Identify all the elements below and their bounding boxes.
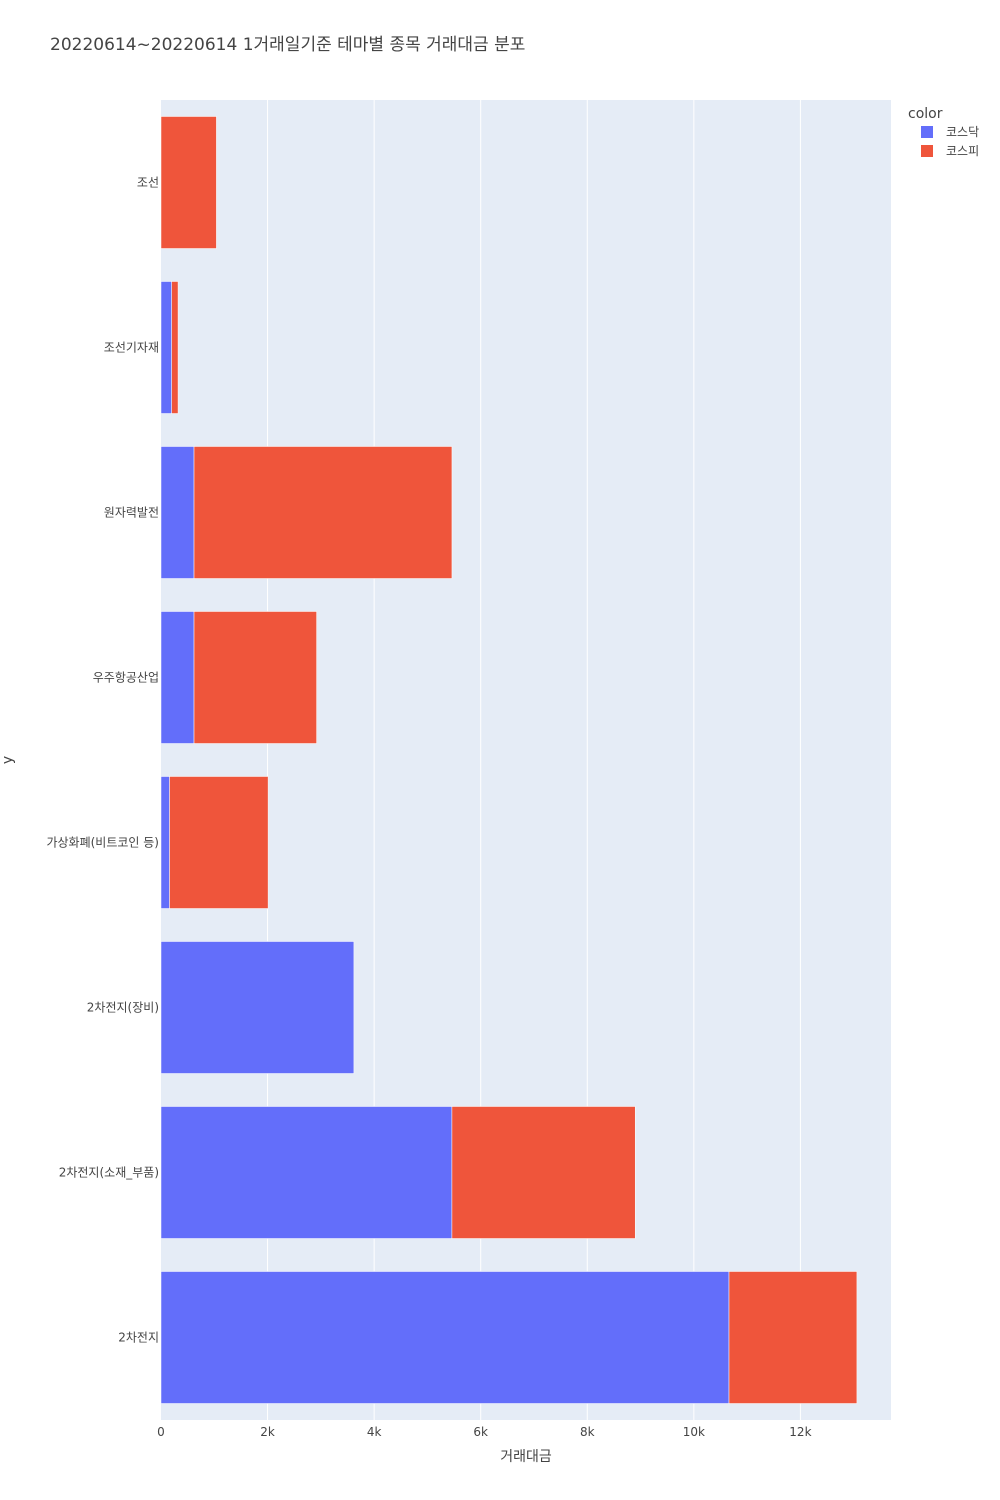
bar-segment xyxy=(160,446,195,579)
x-tick-label: 4k xyxy=(367,1425,382,1439)
legend-label: 코스피 xyxy=(946,144,979,158)
x-tick-label: 10k xyxy=(683,1425,705,1439)
bar-segment xyxy=(160,116,217,249)
chart-title: 20220614~20220614 1거래일기준 테마별 종목 거래대금 분포 xyxy=(50,35,525,55)
x-axis-title: 거래대금 xyxy=(500,1449,552,1465)
legend-swatch xyxy=(921,126,933,138)
bar-segment xyxy=(193,446,453,579)
bar-segment xyxy=(451,1106,636,1239)
y-tick-label: 조선 xyxy=(137,176,159,190)
bar-segment xyxy=(160,1271,730,1404)
y-tick-label: 원자력발전 xyxy=(104,506,159,520)
x-tick-label: 8k xyxy=(580,1425,595,1439)
y-tick-label: 가상화폐(비트코인 등) xyxy=(46,836,159,850)
bar-segment xyxy=(160,281,172,414)
y-axis-title: y xyxy=(0,756,16,764)
y-tick-label: 조선기자재 xyxy=(104,341,159,355)
y-tick-label: 우주항공산업 xyxy=(93,671,159,685)
legend-title: color xyxy=(908,106,943,122)
x-tick-label: 12k xyxy=(789,1425,811,1439)
legend-swatch xyxy=(921,145,933,157)
x-tick-label: 2k xyxy=(260,1425,275,1439)
bar-segment xyxy=(160,941,355,1074)
x-axis-ticks: 0 2k 4k 6k 8k 10k 12k xyxy=(157,1425,811,1439)
bar-segment xyxy=(160,776,170,909)
bar-segment xyxy=(171,281,179,414)
y-tick-label: 2차전지 xyxy=(118,1331,159,1345)
x-tick-label: 6k xyxy=(473,1425,488,1439)
legend-label: 코스닥 xyxy=(946,125,979,139)
y-tick-label: 2차전지(소재_부품) xyxy=(59,1166,159,1180)
bar-segment xyxy=(169,776,269,909)
bars xyxy=(160,116,858,1404)
y-tick-label: 2차전지(장비) xyxy=(87,1001,159,1015)
bar-segment xyxy=(160,611,195,744)
bar-segment xyxy=(160,1106,453,1239)
bar-segment xyxy=(193,611,317,744)
x-tick-label: 0 xyxy=(157,1425,165,1439)
bar-segment xyxy=(728,1271,858,1404)
gridlines xyxy=(267,100,801,1420)
